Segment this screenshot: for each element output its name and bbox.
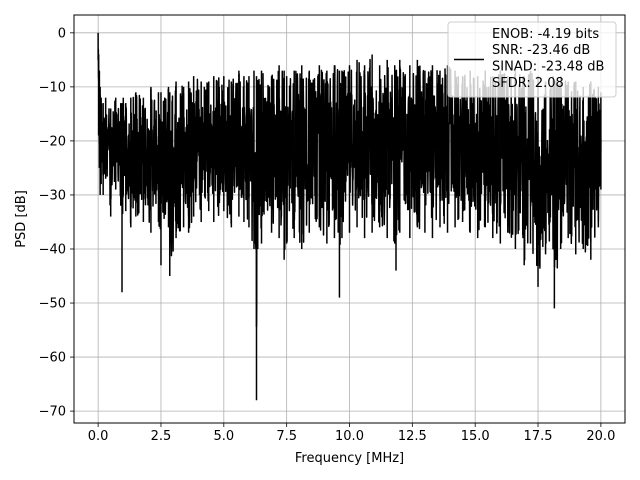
legend-line-sinad: SINAD: -23.48 dB [492, 60, 604, 75]
x-tick-label: 12.5 [398, 429, 427, 444]
plot-area [97, 32, 602, 401]
legend: ENOB: -4.19 bits SNR: -23.46 dB SINAD: -… [447, 21, 617, 98]
y-tick-label: −50 [39, 297, 66, 312]
x-tick-label: 5.0 [213, 429, 234, 444]
y-tick-label: −60 [39, 351, 66, 366]
x-tick-label: 15.0 [461, 429, 490, 444]
x-tick-label: 20.0 [586, 429, 615, 444]
x-axis-ticks: 0.0 2.5 5.0 7.5 10.0 12.5 15.0 17.5 20.0 [88, 423, 615, 444]
x-tick-label: 2.5 [151, 429, 172, 444]
y-tick-label: −10 [39, 80, 66, 95]
legend-line-sfdr: SFDR: 2.08 [492, 76, 564, 91]
x-tick-label: 10.0 [335, 429, 364, 444]
legend-line-snr: SNR: -23.46 dB [492, 43, 590, 58]
y-tick-label: −30 [39, 188, 66, 203]
x-tick-label: 7.5 [276, 429, 297, 444]
x-tick-label: 0.0 [88, 429, 109, 444]
y-axis-label: PSD [dB] [14, 190, 29, 248]
x-tick-label: 17.5 [524, 429, 553, 444]
legend-box [447, 21, 617, 98]
x-axis-label: Frequency [MHz] [295, 451, 404, 466]
y-tick-label: −20 [39, 134, 66, 149]
y-tick-label: −70 [39, 405, 66, 420]
legend-line-enob: ENOB: -4.19 bits [492, 27, 599, 42]
y-tick-label: 0 [58, 26, 66, 41]
y-tick-label: −40 [39, 242, 66, 257]
y-axis-ticks: 0 −10 −20 −30 −40 −50 −60 −70 [39, 26, 74, 420]
